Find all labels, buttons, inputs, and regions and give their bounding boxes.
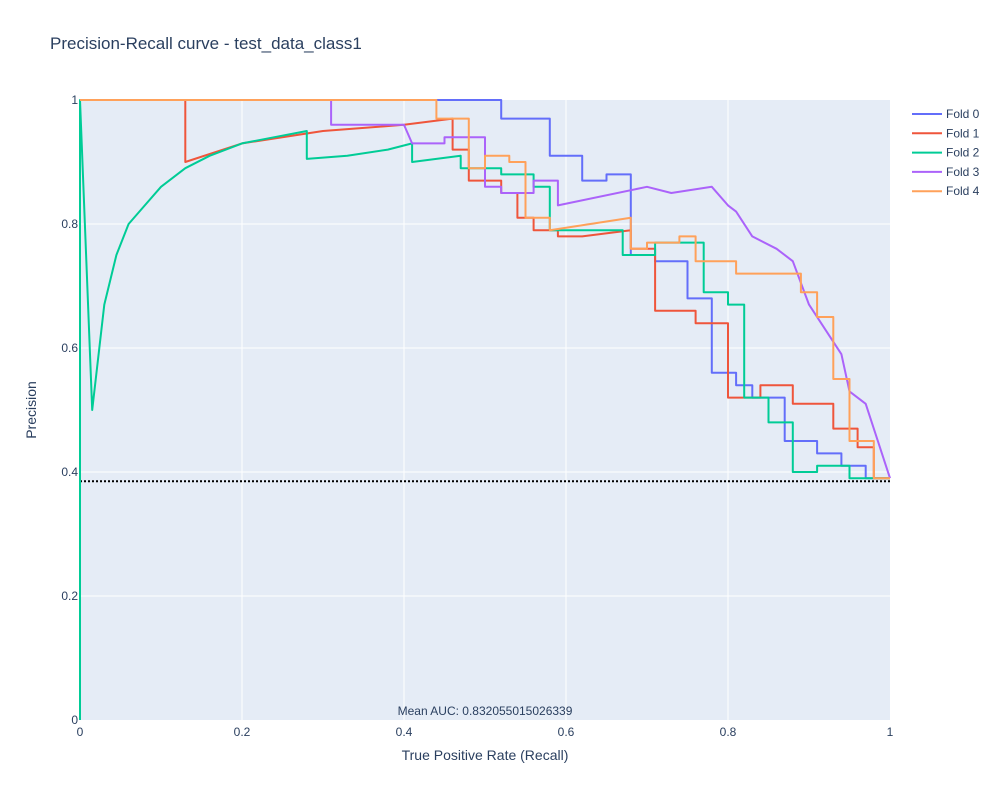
- x-tick-label: 0.6: [558, 725, 575, 739]
- y-tick-label: 0.4: [61, 465, 78, 479]
- y-tick-label: 1: [71, 93, 78, 107]
- x-tick-label: 0.2: [234, 725, 251, 739]
- y-tick-label: 0: [71, 713, 78, 727]
- y-tick-label: 0.2: [61, 589, 78, 603]
- gridlines: [80, 100, 890, 720]
- series-line-fold-0[interactable]: [80, 99, 890, 480]
- x-tick-label: 0.4: [396, 725, 413, 739]
- series-layer: [79, 99, 891, 720]
- legend-item-fold-3[interactable]: Fold 3: [912, 165, 980, 179]
- legend-label: Fold 2: [946, 146, 980, 160]
- mean-auc-annotation: Mean AUC: 0.832055015026339: [398, 704, 573, 718]
- tick-labels: 0 0.2 0.4 0.6 0.8 1 0 0.2 0.4 0.6 0.8 1: [61, 93, 893, 739]
- legend: Fold 0 Fold 1 Fold 2 Fold 3 Fold 4: [912, 107, 980, 198]
- legend-item-fold-2[interactable]: Fold 2: [912, 146, 980, 160]
- legend-label: Fold 3: [946, 165, 980, 179]
- x-tick-label: 1: [887, 725, 894, 739]
- chart-title: Precision-Recall curve - test_data_class…: [50, 34, 362, 53]
- series-line-fold-2[interactable]: [79, 99, 890, 720]
- y-tick-label: 0.6: [61, 341, 78, 355]
- legend-item-fold-1[interactable]: Fold 1: [912, 126, 980, 140]
- series-line-fold-4[interactable]: [80, 99, 890, 480]
- legend-label: Fold 4: [946, 184, 980, 198]
- legend-item-fold-4[interactable]: Fold 4: [912, 184, 980, 198]
- x-tick-label: 0.8: [720, 725, 737, 739]
- legend-label: Fold 0: [946, 107, 980, 121]
- y-tick-label: 0.8: [61, 217, 78, 231]
- y-axis-title: Precision: [23, 381, 39, 439]
- series-line-fold-1[interactable]: [80, 99, 890, 480]
- x-tick-label: 0: [77, 725, 84, 739]
- legend-label: Fold 1: [946, 126, 980, 140]
- x-axis-title: True Positive Rate (Recall): [402, 747, 569, 763]
- plot-area[interactable]: [80, 100, 890, 720]
- legend-item-fold-0[interactable]: Fold 0: [912, 107, 980, 121]
